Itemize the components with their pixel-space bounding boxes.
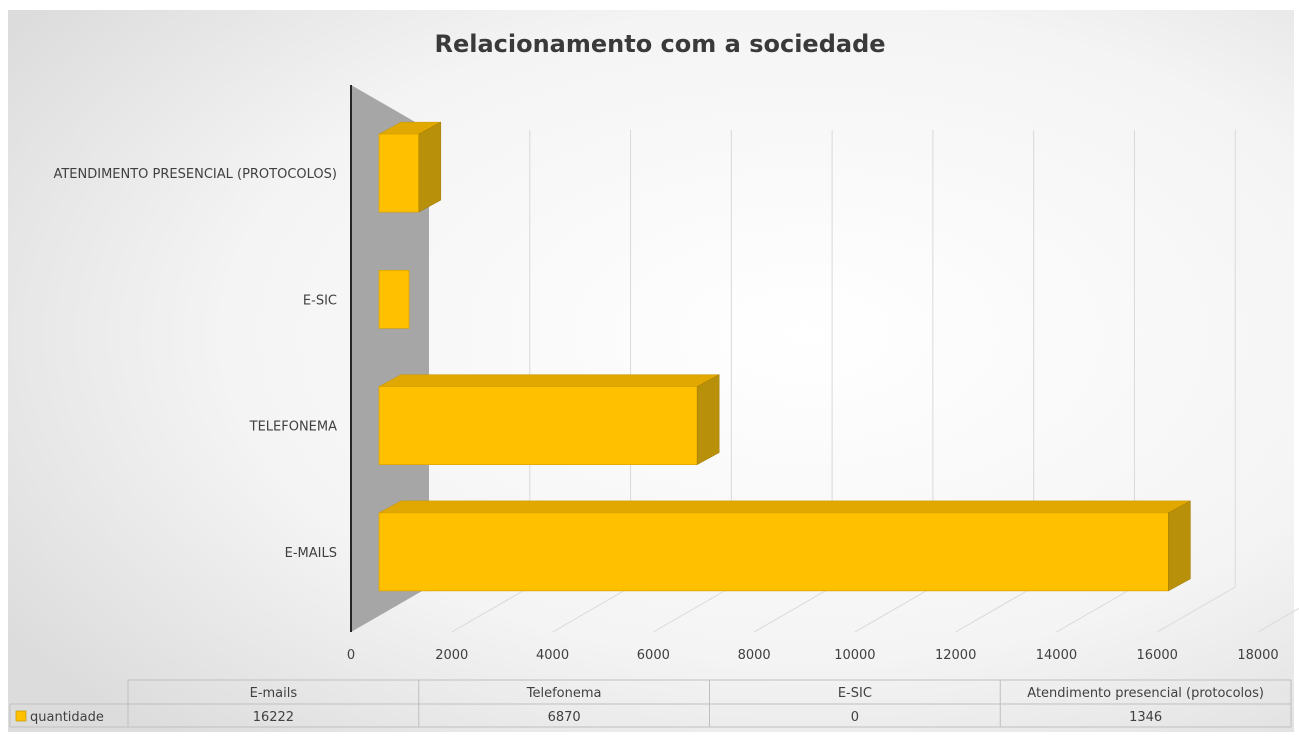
bar bbox=[378, 270, 410, 329]
floor-gridline bbox=[753, 586, 833, 633]
table-value: 6870 bbox=[548, 710, 581, 725]
table-header: E-mails bbox=[250, 686, 298, 701]
x-tick-label: 8000 bbox=[738, 648, 771, 663]
bar-side-face bbox=[1168, 500, 1191, 592]
table-header: Atendimento presencial (protocolos) bbox=[1027, 686, 1264, 701]
bar-side-face bbox=[418, 121, 442, 213]
bar-top-face bbox=[378, 374, 720, 387]
legend-label: quantidade bbox=[30, 710, 104, 725]
category-label: TELEFONEMA bbox=[249, 420, 337, 435]
chart-title: Relacionamento com a sociedade bbox=[434, 30, 885, 58]
floor-gridline bbox=[854, 586, 934, 633]
floor-gridline bbox=[653, 586, 732, 633]
legend-swatch bbox=[15, 710, 27, 722]
table-value: 0 bbox=[851, 710, 859, 725]
category-label: E-SIC bbox=[303, 293, 337, 308]
table-header: Telefonema bbox=[526, 686, 602, 701]
category-label: ATENDIMENTO PRESENCIAL (PROTOCOLOS) bbox=[53, 167, 337, 182]
x-tick-label: 2000 bbox=[435, 648, 468, 663]
x-tick-label: 18000 bbox=[1237, 648, 1278, 663]
plot-area: 0 2000 4000 6000 8000 10000 12000 14000 16000 180… bbox=[53, 85, 1299, 663]
x-tick-label: 12000 bbox=[935, 648, 976, 663]
floor-gridline bbox=[552, 586, 631, 633]
bar-side-face bbox=[696, 374, 720, 466]
floor-gridline bbox=[1156, 586, 1236, 633]
table-value: 1346 bbox=[1129, 710, 1162, 725]
floor-gridline bbox=[1056, 586, 1135, 633]
x-tick-label: 16000 bbox=[1137, 648, 1178, 663]
x-tick-label: 0 bbox=[347, 648, 355, 663]
chart-background bbox=[8, 10, 1294, 732]
x-tick-label: 10000 bbox=[834, 648, 875, 663]
table-value: 16222 bbox=[253, 710, 294, 725]
x-tick-label: 6000 bbox=[637, 648, 670, 663]
category-label: E-MAILS bbox=[285, 546, 337, 561]
bar bbox=[378, 512, 1169, 592]
side-wall bbox=[351, 85, 429, 632]
bar-top-face bbox=[378, 500, 1191, 514]
bar bbox=[378, 133, 420, 213]
floor-gridline bbox=[451, 586, 531, 633]
data-table: E-mails Telefonema E-SIC Atendimento presen… bbox=[9, 679, 1292, 728]
floor-gridline bbox=[955, 586, 1034, 633]
table-header: E-SIC bbox=[838, 686, 872, 701]
floor-gridline bbox=[1257, 607, 1299, 633]
x-tick-label: 4000 bbox=[536, 648, 569, 663]
x-tick-label: 14000 bbox=[1036, 648, 1077, 663]
bar bbox=[378, 386, 698, 465]
